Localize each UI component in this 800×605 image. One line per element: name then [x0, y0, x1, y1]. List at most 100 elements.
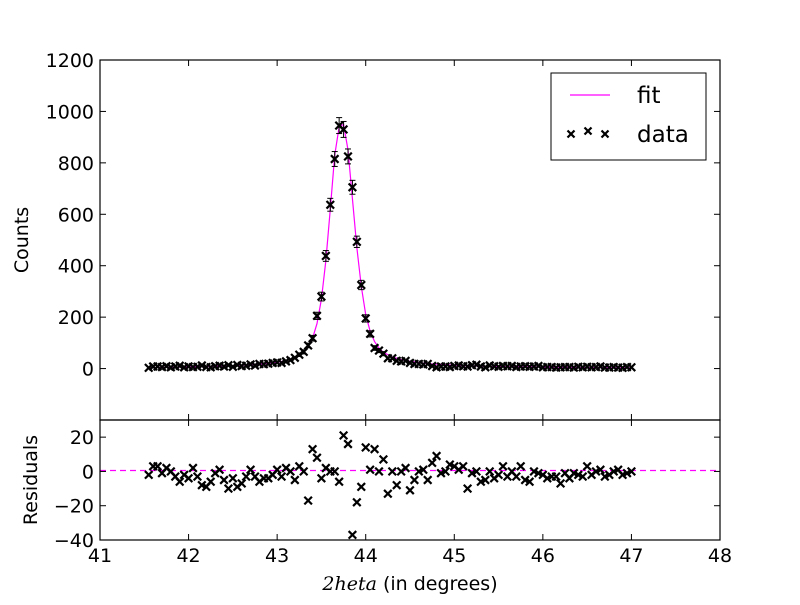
- data-point: [343, 148, 353, 165]
- residual-marker-stroke-b: [405, 485, 415, 495]
- residual-marker: [409, 475, 420, 485]
- legend-data-label: data: [637, 122, 689, 148]
- data-marker-stroke-b: [307, 333, 318, 343]
- residual-marker-stroke-b: [303, 495, 313, 506]
- residual-marker: [206, 477, 216, 487]
- residual-marker-stroke-b: [219, 475, 229, 485]
- data-marker: [365, 329, 375, 339]
- legend: fit data: [550, 72, 707, 161]
- residual-marker: [272, 465, 282, 475]
- data-marker: [338, 124, 349, 135]
- data-marker-stroke-b: [330, 154, 340, 164]
- data-marker: [356, 280, 366, 290]
- main-y-tick-label: 1000: [46, 101, 94, 123]
- residual-marker-stroke-b: [458, 461, 468, 471]
- data-marker: [316, 291, 327, 302]
- data-marker-stroke-b: [316, 291, 327, 302]
- data-marker-stroke-b: [245, 359, 256, 370]
- residual-marker: [383, 489, 393, 499]
- legend-box: [550, 72, 707, 161]
- residual-marker-stroke-b: [529, 466, 539, 477]
- data-marker-stroke-b: [338, 124, 349, 135]
- residual-marker-stroke-b: [356, 482, 366, 492]
- data-point: [316, 291, 327, 302]
- residual-marker: [582, 461, 592, 471]
- data-marker-stroke-b: [299, 347, 309, 357]
- residual-marker-stroke-b: [197, 480, 207, 490]
- data-point: [334, 117, 344, 135]
- data-marker: [321, 251, 331, 261]
- residual-marker-stroke-b: [166, 466, 176, 477]
- data-point: [303, 340, 313, 351]
- residual-marker-stroke-b: [493, 470, 504, 480]
- residual-marker-stroke-b: [409, 475, 420, 485]
- residual-marker-stroke-b: [307, 444, 318, 454]
- residual-marker-stroke-b: [214, 465, 225, 475]
- residual-marker-stroke-b: [241, 471, 251, 482]
- residual-marker-stroke-b: [144, 470, 154, 480]
- residual-marker-stroke-b: [471, 466, 482, 477]
- data-point: [356, 279, 366, 291]
- residual-marker-stroke-b: [551, 471, 561, 482]
- data-marker-stroke-b: [423, 359, 433, 369]
- residual-marker-stroke-b: [321, 463, 331, 473]
- residual-marker-stroke-b: [374, 466, 384, 477]
- main-y-ticks: 0 200 400 600 800 1000 1200: [46, 50, 721, 420]
- legend-data-marker-stroke-b: [600, 129, 610, 139]
- residual-marker-stroke-b: [533, 468, 544, 478]
- residuals-panel: −40 −20 0 20 41 42 43 44 45 46 47 48 Residuals 2he…: [20, 419, 732, 595]
- data-marker-stroke-b: [161, 361, 172, 371]
- residual-marker: [312, 453, 322, 463]
- data-marker-stroke-b: [197, 360, 207, 371]
- residual-marker: [462, 483, 473, 494]
- residual-marker: [241, 471, 251, 482]
- residual-marker-stroke-b: [427, 458, 437, 468]
- data-point: [387, 353, 397, 363]
- residual-marker-stroke-b: [347, 530, 358, 540]
- residual-marker: [245, 465, 256, 475]
- residual-marker-stroke-b: [431, 451, 442, 461]
- x-axis-label-text: (in degrees): [383, 573, 498, 595]
- residual-marker-stroke-b: [560, 468, 570, 478]
- residual-marker: [192, 471, 203, 482]
- residuals-ylabel: Residuals: [20, 435, 42, 525]
- data-marker: [352, 237, 362, 247]
- residuals-x-ticks: 41 42 43 44 45 46 47 48: [88, 420, 732, 567]
- residual-marker-stroke-b: [170, 471, 180, 482]
- residual-marker-stroke-b: [365, 465, 375, 475]
- residual-marker-stroke-b: [449, 461, 459, 471]
- residual-marker-stroke-b: [613, 465, 623, 475]
- residual-marker-stroke-b: [520, 475, 530, 485]
- data-point: [330, 151, 340, 167]
- residual-marker-stroke-b: [188, 463, 198, 473]
- residual-marker: [175, 477, 185, 487]
- data-marker-stroke-b: [232, 360, 242, 370]
- data-marker: [330, 154, 340, 164]
- residual-marker-stroke-b: [237, 478, 247, 489]
- residual-marker-stroke-b: [206, 477, 216, 487]
- residual-marker: [374, 466, 384, 477]
- data-marker: [299, 347, 309, 357]
- residual-marker: [214, 465, 225, 475]
- res-y-tick-label: 20: [70, 427, 94, 449]
- legend-data-marker-stroke-b: [583, 126, 593, 136]
- residual-marker-stroke-b: [361, 442, 371, 453]
- residual-marker: [361, 442, 371, 453]
- data-marker-stroke-b: [387, 353, 397, 363]
- data-marker: [369, 343, 380, 353]
- residual-marker-stroke-b: [175, 477, 185, 487]
- residuals-axes-frame: [99, 419, 721, 541]
- res-y-tick-label: −20: [54, 496, 94, 518]
- residual-marker-stroke-b: [299, 466, 309, 477]
- residual-marker: [418, 465, 428, 475]
- data-marker: [361, 313, 371, 324]
- residual-marker-stroke-b: [445, 459, 455, 470]
- residual-marker-stroke-b: [330, 466, 340, 477]
- data-point: [299, 347, 309, 357]
- data-point: [626, 362, 637, 372]
- residual-marker-stroke-b: [228, 473, 238, 483]
- residual-marker-stroke-b: [378, 454, 389, 465]
- data-marker-stroke-b: [369, 343, 380, 353]
- residual-marker: [228, 473, 238, 483]
- residual-marker-stroke-b: [290, 475, 300, 485]
